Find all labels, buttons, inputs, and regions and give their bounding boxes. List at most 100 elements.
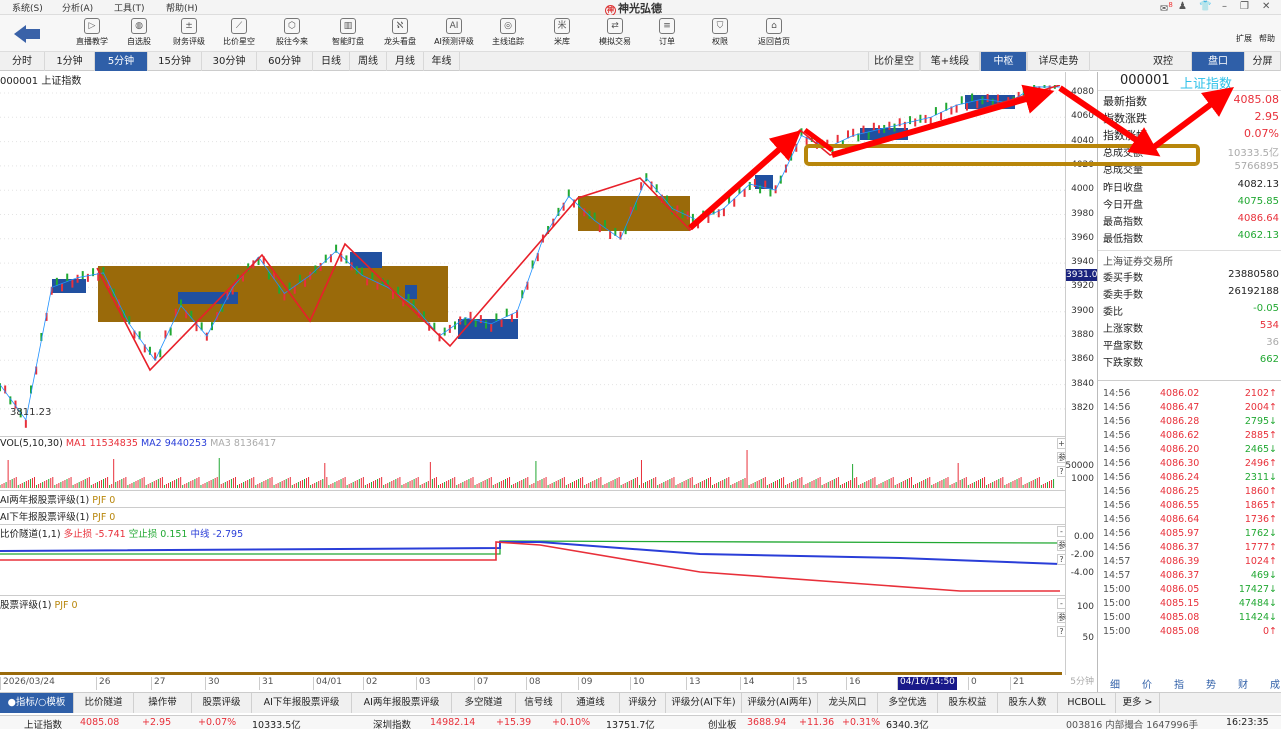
toolbar-finance-button[interactable]: ± 财务评级 (159, 18, 219, 47)
menu-analysis[interactable]: 分析(A) (62, 4, 94, 14)
period-tab[interactable]: 1分钟 (45, 52, 95, 71)
view-tab[interactable]: 比价星空 (868, 52, 920, 71)
menu-system[interactable]: 系统(S) (12, 4, 43, 14)
panel-tab[interactable]: 盘口 (1192, 52, 1245, 71)
view-tab[interactable]: 中枢 (980, 52, 1027, 71)
indicator-tab-bar: ●指标/○模板 比价隧道 操作带 股票评级 AI下年报股票评级 AI两年报股票评级 多空隧道… (0, 692, 1281, 713)
period-tab[interactable]: 15分钟 (148, 52, 202, 71)
indicator-tab[interactable]: 操作带 (134, 693, 192, 713)
indicator-tab[interactable]: 评级分(AI下年) (666, 693, 742, 713)
indicator-tab[interactable]: 更多 > (1116, 693, 1160, 713)
indicator-name: 股票评级(1) (0, 600, 52, 611)
quote-value: 23880580 (1228, 269, 1279, 280)
rating-help-button[interactable]: ? (1057, 626, 1066, 637)
toolbar-trend-button[interactable]: ⟋ 比价星空 (209, 18, 269, 47)
indicator-tab[interactable]: HCBOLL (1058, 693, 1116, 713)
indicator-tab[interactable]: 股东人数 (998, 693, 1058, 713)
indicator-tab[interactable]: 比价隧道 (74, 693, 134, 713)
menu-help[interactable]: 帮助(H) (166, 4, 198, 14)
period-tab[interactable]: 日线 (313, 52, 350, 71)
indicator-tab[interactable]: 多空优选 (878, 693, 938, 713)
indicator-tab[interactable]: AI两年报股票评级 (352, 693, 452, 713)
expand-button[interactable]: 扩展 (1236, 34, 1252, 43)
price-tick: 3820 (1071, 402, 1094, 413)
tick-time: 14:56 (1103, 486, 1131, 497)
indicator-tab[interactable]: 多空隧道 (452, 693, 516, 713)
rating-params-button[interactable]: 参 (1057, 612, 1066, 623)
panel-tab[interactable]: 双控 (1135, 52, 1192, 71)
params-button[interactable]: 参 (1057, 452, 1066, 463)
period-tab[interactable]: 月线 (387, 52, 424, 71)
panel-bottom-tab[interactable]: 财 (1238, 680, 1248, 691)
toolbar-dragon-button[interactable]: ℵ 龙头看盘 (370, 18, 430, 47)
rating-collapse-button[interactable]: - (1057, 598, 1066, 609)
toolbar-monitor-button[interactable]: ▥ 智能盯盘 (318, 18, 378, 47)
maximize-icon[interactable]: ❐ (1240, 1, 1249, 12)
indicator-tab[interactable]: AI下年报股票评级 (252, 693, 352, 713)
indicator-tab[interactable]: 评级分 (620, 693, 666, 713)
panel-bottom-tab[interactable]: 指 (1174, 680, 1184, 691)
menu-tools[interactable]: 工具(T) (114, 4, 145, 14)
indicator-help-button[interactable]: ? (1057, 466, 1066, 477)
rating-axis-label: 100 (1076, 602, 1094, 612)
back-arrow-tail[interactable] (25, 29, 40, 39)
tick-price: 4085.97 (1160, 528, 1200, 539)
toolbar-exchange-button[interactable]: ⇄ 模拟交易 (585, 18, 645, 47)
message-icon[interactable]: ✉8 (1160, 1, 1173, 15)
indicator-tab[interactable]: 信号线 (516, 693, 562, 713)
back-arrow-icon[interactable] (14, 25, 26, 43)
skin-icon[interactable]: 👕 (1199, 1, 1212, 12)
tick-row: 15:00 4085.15 47484↓ (1103, 598, 1277, 612)
indicator-tab[interactable]: 评级分(AI两年) (742, 693, 818, 713)
cy-name[interactable]: 创业板 (708, 720, 737, 731)
indicator-area: VOL(5,10,30) MA1 11534835 MA2 9440253 MA… (0, 436, 1065, 676)
period-tab[interactable]: 60分钟 (257, 52, 313, 71)
panel-bottom-tab[interactable]: 势 (1206, 680, 1216, 691)
minimize-icon[interactable]: – (1222, 1, 1227, 12)
cy-amount: 6340.3亿 (886, 720, 929, 731)
sh-name[interactable]: 上证指数 (24, 720, 63, 731)
indicator-tab[interactable]: 通道线 (562, 693, 620, 713)
main-kline-chart[interactable]: 3811.23 (0, 85, 1065, 435)
close-icon[interactable]: ✕ (1262, 1, 1271, 12)
toolbar-shield-button[interactable]: ⛉ 权限 (690, 18, 750, 47)
tunnel-help-button[interactable]: ? (1057, 554, 1066, 565)
toolbar-target-button[interactable]: ◎ 主线追踪 (478, 18, 538, 47)
price-tick: 4060 (1071, 111, 1094, 122)
indicator-tab[interactable]: 龙头风口 (818, 693, 878, 713)
indicator-tab[interactable]: ●指标/○模板 (0, 693, 74, 713)
toolbar-chart-circle-button[interactable]: ◍ 自选股 (109, 18, 169, 47)
panel-bottom-tab[interactable]: 细 (1110, 680, 1120, 691)
period-tab[interactable]: 30分钟 (202, 52, 257, 71)
sz-name[interactable]: 深圳指数 (373, 720, 412, 731)
current-price-tag: 3931.07 (1066, 269, 1104, 281)
tunnel-chart (0, 540, 1060, 592)
period-tab[interactable]: 年线 (424, 52, 460, 71)
toolbar-document-button[interactable]: ≡ 订单 (637, 18, 697, 47)
indicator-tab[interactable]: 股票评级 (192, 693, 252, 713)
toolbar-ai-button[interactable]: AI AI预测评级 (424, 18, 484, 47)
user-icon[interactable]: ♟ (1178, 1, 1187, 12)
period-tab[interactable]: 5分钟 (95, 52, 148, 71)
tunnel-collapse-button[interactable]: - (1057, 526, 1066, 537)
period-tab[interactable]: 分时 (0, 52, 45, 71)
toolbar-rice-button[interactable]: 米米库 (532, 18, 592, 47)
mid-line: 中线 -2.795 (190, 529, 244, 540)
add-indicator-button[interactable]: + (1057, 438, 1066, 449)
view-tab[interactable]: 笔+线段 (920, 52, 980, 71)
panel-tab[interactable]: 分屏 (1245, 52, 1281, 71)
tick-time: 15:00 (1103, 598, 1131, 609)
period-tab[interactable]: 周线 (350, 52, 387, 71)
toolbar-cube-button[interactable]: ⬡ 股往今来 (262, 18, 322, 47)
quote-key: 指数涨跌 (1103, 112, 1147, 126)
panel-bottom-tab[interactable]: 成 (1270, 680, 1280, 691)
indicator-tab[interactable]: 股东权益 (938, 693, 998, 713)
price-tick: 3900 (1071, 305, 1094, 316)
panel-bottom-tab[interactable]: 价 (1142, 680, 1152, 691)
toolbar-play-button[interactable]: ▷ 直播教学 (62, 18, 122, 47)
tick-volume: 2496↑ (1244, 458, 1277, 469)
view-tab[interactable]: 详尽走势 (1027, 52, 1090, 71)
toolbar-home-button[interactable]: ⌂ 返回首页 (744, 18, 804, 47)
tunnel-params-button[interactable]: 参 (1057, 540, 1066, 551)
help-button[interactable]: 帮助 (1259, 34, 1275, 43)
